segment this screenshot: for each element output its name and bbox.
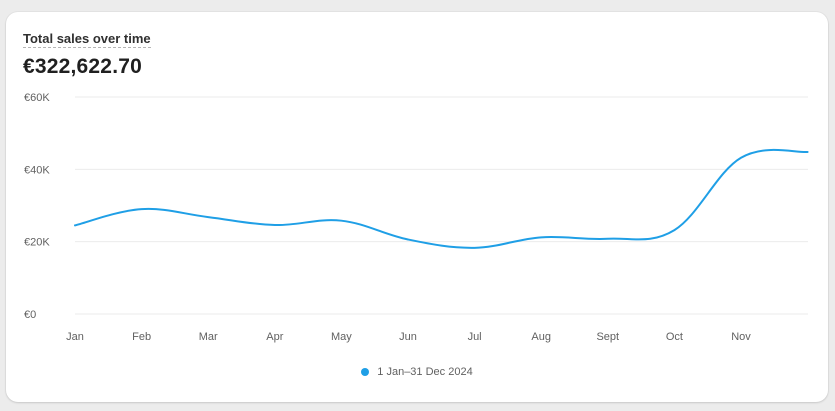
legend-swatch [361,368,370,376]
data-point[interactable] [537,233,545,241]
series-line[interactable] [74,148,809,249]
grid-lines [75,96,808,315]
x-tick-label: Feb [132,331,151,343]
data-point[interactable] [471,244,479,252]
y-tick-label: €40K [24,164,50,176]
series-layer [71,148,812,252]
x-tick-label: Sept [596,331,619,343]
y-axis-ticks: €0 €20K €40K €60K [24,92,50,321]
line-chart: €0 €20K €40K €60K Jan Feb Mar Apr May Jun Jul Aug S… [24,92,812,343]
chart-legend[interactable]: 1 Jan–31 Dec 2024 [6,366,828,378]
data-point[interactable] [404,235,412,243]
x-tick-label: Mar [199,331,218,343]
data-point[interactable] [138,205,146,213]
data-point[interactable] [737,154,745,162]
y-tick-label: €0 [24,309,36,321]
data-point[interactable] [271,221,279,229]
y-tick-label: €60K [24,92,50,104]
sales-chart-card: Total sales over time €322,622.70 €0 €20K… [6,12,828,402]
x-tick-label: Jul [468,331,482,343]
data-point[interactable] [670,226,678,234]
x-tick-label: Aug [531,331,551,343]
x-tick-label: Jan [66,331,84,343]
x-tick-label: May [331,331,352,343]
total-sales-value: €322,622.70 [23,55,142,78]
x-tick-label: Jun [399,331,417,343]
x-tick-label: Apr [266,331,283,343]
x-axis-ticks: Jan Feb Mar Apr May Jun Jul Aug Sept Oct Nov [66,331,751,343]
legend-label: 1 Jan–31 Dec 2024 [377,366,473,378]
data-point[interactable] [337,217,345,225]
x-tick-label: Oct [666,331,683,343]
data-point[interactable] [804,148,812,156]
chart-title[interactable]: Total sales over time [23,31,151,48]
data-point[interactable] [71,221,79,229]
data-point[interactable] [604,235,612,243]
data-point[interactable] [204,213,212,221]
y-tick-label: €20K [24,237,50,249]
x-tick-label: Nov [731,331,751,343]
